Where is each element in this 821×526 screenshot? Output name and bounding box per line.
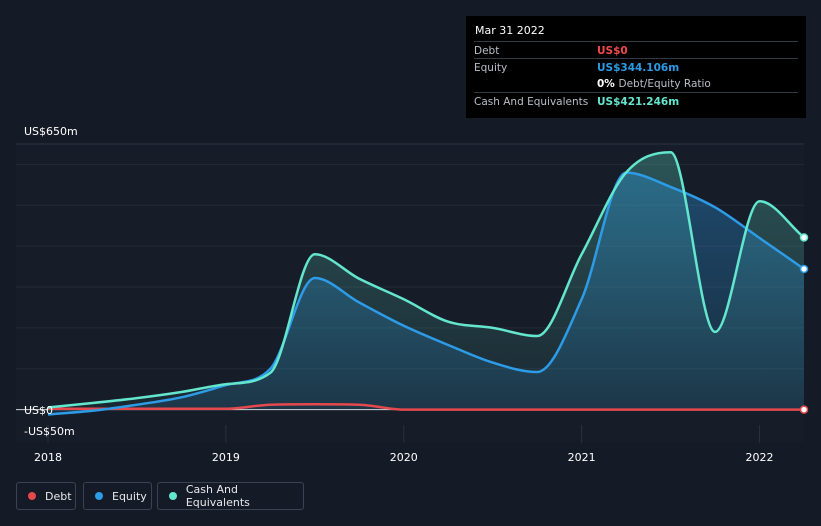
- x-tick-label: 2022: [746, 451, 774, 464]
- x-tick-label: 2021: [568, 451, 596, 464]
- y-label-top: US$650m: [24, 125, 78, 138]
- tooltip-equity-label: Equity: [474, 62, 508, 74]
- debt-legend-dot-icon: [28, 492, 36, 500]
- tooltip-row-debt: Debt US$0: [474, 41, 798, 59]
- tooltip-panel: Mar 31 2022 Debt US$0 Equity US$344.106m…: [466, 16, 806, 118]
- legend-item-debt[interactable]: Debt: [16, 482, 76, 510]
- tooltip-cash-label: Cash And Equivalents: [474, 96, 589, 108]
- tooltip-equity-value: US$344.106m: [597, 62, 680, 74]
- y-label-zero: US$0: [24, 404, 53, 417]
- cash-legend-dot-icon: [169, 492, 177, 500]
- tooltip-row-cash: Cash And Equivalents US$421.246m: [474, 92, 798, 110]
- cash-end-marker: [799, 233, 809, 242]
- x-tick-label: 2018: [34, 451, 62, 464]
- x-tick-label: 2020: [390, 451, 418, 464]
- equity-area-fill: [48, 172, 804, 415]
- tooltip-debt-label: Debt: [474, 45, 500, 57]
- debt-line: [48, 403, 804, 411]
- x-tick-label: 2019: [212, 451, 240, 464]
- tooltip-date: Mar 31 2022: [475, 24, 545, 37]
- tooltip-ratio-value: 0%: [597, 78, 615, 90]
- equity-line: [47, 171, 805, 416]
- equity-legend-dot-icon: [95, 492, 103, 500]
- legend-item-cash[interactable]: Cash And Equivalents: [157, 482, 304, 510]
- cash-line: [47, 150, 805, 409]
- legend-item-equity[interactable]: Equity: [83, 482, 152, 510]
- equity-end-marker: [799, 264, 809, 274]
- legend-label-cash: Cash And Equivalents: [185, 483, 250, 509]
- tooltip-row-ratio: 0% Debt/Equity Ratio: [474, 75, 798, 92]
- tooltip-ratio-label: Debt/Equity Ratio: [618, 78, 711, 90]
- tooltip-debt-value: US$0: [597, 45, 628, 57]
- y-label-bottom: -US$50m: [24, 425, 75, 438]
- legend-label-debt: Debt: [45, 489, 72, 503]
- legend-label-equity: Equity: [112, 489, 147, 503]
- tooltip-cash-value: US$421.246m: [597, 96, 680, 108]
- tooltip-row-equity: Equity US$344.106m: [474, 58, 798, 76]
- debt-end-marker: [799, 405, 809, 414]
